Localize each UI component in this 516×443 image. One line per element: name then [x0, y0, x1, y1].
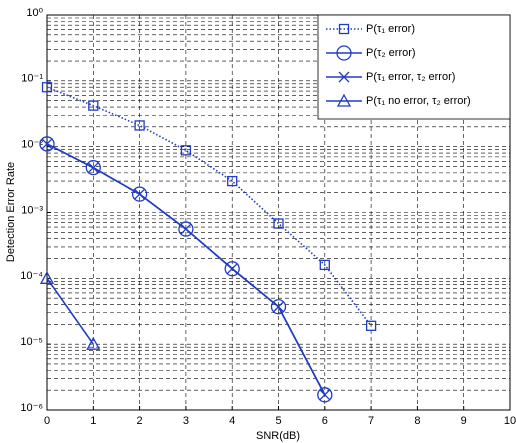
legend-label: P(τ₂ error) [366, 47, 416, 59]
data-point [85, 160, 101, 176]
x-tick-label: 0 [44, 415, 50, 427]
legend-marker [336, 93, 352, 107]
data-point [273, 218, 284, 229]
legend-label: P(τ₁ error, τ₂ error) [366, 71, 455, 83]
data-point [39, 136, 55, 152]
data-point [88, 100, 99, 111]
data-point [87, 162, 99, 174]
x-tick-label: 4 [229, 415, 235, 427]
data-point [319, 389, 331, 401]
x-tick-label: 1 [90, 415, 96, 427]
series-line [46, 86, 372, 327]
plot-frame [46, 14, 511, 411]
x-tick-label: 3 [183, 415, 189, 427]
x-tick-label: 9 [461, 415, 467, 427]
data-point [180, 145, 192, 156]
y-tick-label: 10⁰ [26, 7, 43, 19]
series-line [46, 277, 94, 345]
x-tick-label: 8 [414, 415, 420, 427]
x-tick-label: 6 [322, 415, 328, 427]
legend-marker [338, 23, 350, 35]
y-tick-label: 10⁻² [21, 139, 43, 151]
data-point [134, 120, 145, 131]
data-point [365, 320, 377, 331]
data-point [41, 82, 53, 93]
y-tick-label: 10⁻¹ [21, 73, 43, 85]
data-point [180, 223, 192, 235]
data-point [227, 175, 238, 187]
data-point [178, 221, 194, 237]
legend-label: P(τ₁ error) [366, 23, 415, 35]
x-axis-label: SNR(dB) [256, 430, 300, 442]
y-tick-label: 10⁻³ [21, 204, 43, 216]
data-point [39, 270, 55, 284]
legend-marker [336, 45, 352, 61]
x-tick-label: 7 [368, 415, 374, 427]
x-tick-label: 10 [504, 415, 516, 427]
legend-marker [338, 71, 350, 83]
data-point [273, 301, 284, 313]
data-point [319, 259, 330, 271]
data-point [86, 336, 101, 350]
y-axis-label: Detection Error Rate [5, 162, 17, 262]
data-point [270, 299, 287, 315]
data-point [317, 387, 333, 403]
data-point [134, 188, 146, 200]
legend-label: P(τ₁ no error, τ₂ error) [366, 95, 471, 107]
data-point [224, 261, 240, 277]
data-point [41, 138, 53, 150]
y-tick-label: 10⁻⁶ [20, 402, 43, 414]
data-point [226, 263, 238, 275]
data-point [131, 186, 148, 202]
y-tick-label: 10⁻⁴ [20, 270, 43, 282]
y-tick-label: 10⁻⁵ [20, 336, 43, 348]
x-tick-label: 5 [275, 415, 281, 427]
x-tick-label: 2 [137, 415, 143, 427]
